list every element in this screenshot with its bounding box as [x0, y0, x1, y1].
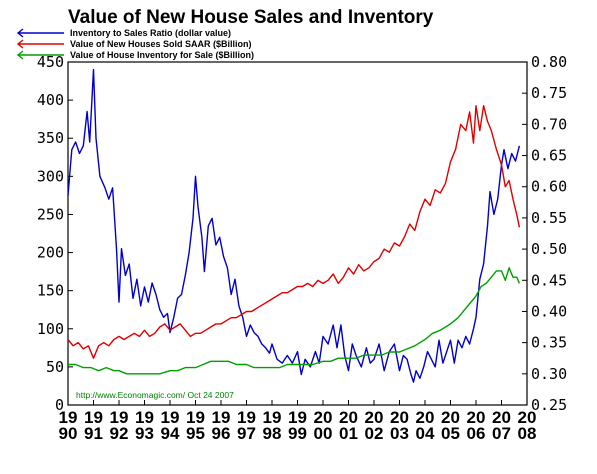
x-tick-label-bottom: 91	[84, 424, 103, 443]
x-tick-label-top: 19	[212, 408, 231, 427]
legend-arrow-head	[16, 39, 24, 49]
chart-title: Value of New House Sales and Inventory	[68, 7, 434, 28]
x-tick-label-bottom: 94	[161, 424, 180, 443]
x-tick-label-top: 20	[365, 408, 384, 427]
source-note: http://www.Economagic.com/ Oct 24 2007	[76, 390, 234, 400]
right-tick-label: 0.40	[531, 302, 567, 320]
x-tick-label-bottom: 08	[518, 424, 537, 443]
x-tick-label-top: 20	[467, 408, 486, 427]
left-tick-label: 250	[37, 205, 64, 223]
series-lines	[67, 68, 521, 383]
x-tick-label-bottom: 00	[314, 424, 333, 443]
left-tick-label: 450	[37, 53, 64, 71]
x-tick-label-top: 19	[59, 408, 78, 427]
left-tick-label: 200	[37, 244, 64, 262]
right-tick-label: 0.75	[531, 84, 567, 102]
left-tick-label: 100	[37, 320, 64, 338]
right-axis: 0.25 0.30 0.35 0.40 0.45 0.50 0.55 0.60 0.65 0.70…	[522, 53, 567, 414]
series-line-2	[68, 267, 521, 375]
x-tick-label-bottom: 05	[441, 424, 460, 443]
x-tick-label-top: 20	[390, 408, 409, 427]
x-tick-label-top: 20	[518, 408, 537, 427]
right-tick-label: 0.45	[531, 271, 567, 289]
x-tick-label-bottom: 03	[390, 424, 409, 443]
right-tick-label: 0.25	[531, 396, 567, 414]
right-tick-label: 0.60	[531, 178, 567, 196]
left-axis: 0 50 100 150 200 250 300 350 400 450	[37, 53, 73, 414]
x-tick-label-top: 19	[135, 408, 154, 427]
left-tick-label: 150	[37, 282, 64, 300]
x-tick-label-top: 19	[237, 408, 256, 427]
left-tick-label: 0	[55, 396, 64, 414]
x-tick-label-bottom: 04	[416, 424, 435, 443]
x-tick-label-bottom: 06	[467, 424, 486, 443]
x-tick-label-top: 20	[441, 408, 460, 427]
x-tick-label-top: 19	[263, 408, 282, 427]
x-tick-label-bottom: 93	[135, 424, 154, 443]
legend: Inventory to Sales Ratio (dollar value)V…	[16, 28, 254, 60]
x-axis: 1990199119921993199419951996199719981999…	[59, 400, 537, 443]
x-tick-label-top: 20	[314, 408, 333, 427]
series-line-0	[67, 68, 521, 383]
right-tick-label: 0.80	[531, 53, 567, 71]
x-tick-label-top: 19	[161, 408, 180, 427]
x-tick-label-bottom: 98	[263, 424, 282, 443]
x-tick-label-bottom: 07	[492, 424, 511, 443]
right-tick-label: 0.50	[531, 240, 567, 258]
left-tick-label: 50	[46, 358, 64, 376]
series-line-1	[67, 104, 521, 359]
x-tick-label-top: 20	[416, 408, 435, 427]
x-tick-label-top: 19	[186, 408, 205, 427]
x-tick-label-top: 19	[288, 408, 307, 427]
legend-arrow-head	[16, 28, 24, 38]
right-tick-label: 0.35	[531, 334, 567, 352]
legend-label: Inventory to Sales Ratio (dollar value)	[70, 28, 231, 38]
legend-arrow-head	[16, 50, 24, 60]
x-tick-label-top: 20	[339, 408, 358, 427]
right-tick-label: 0.70	[531, 115, 567, 133]
x-tick-label-bottom: 99	[288, 424, 307, 443]
x-tick-label-bottom: 96	[212, 424, 231, 443]
x-tick-label-top: 19	[110, 408, 129, 427]
left-tick-label: 350	[37, 129, 64, 147]
left-tick-label: 300	[37, 167, 64, 185]
legend-label: Value of House Inventory for Sale ($Bill…	[70, 50, 254, 60]
x-tick-label-bottom: 92	[110, 424, 129, 443]
legend-label: Value of New Houses Sold SAAR ($Billion)	[70, 39, 252, 49]
right-tick-label: 0.55	[531, 209, 567, 227]
right-tick-label: 0.30	[531, 365, 567, 383]
x-tick-label-bottom: 02	[365, 424, 384, 443]
x-tick-label-bottom: 97	[237, 424, 256, 443]
x-tick-label-bottom: 90	[59, 424, 78, 443]
x-tick-label-bottom: 95	[186, 424, 205, 443]
x-tick-label-bottom: 01	[339, 424, 358, 443]
right-tick-label: 0.65	[531, 147, 567, 165]
x-tick-label-top: 20	[492, 408, 511, 427]
x-tick-label-top: 19	[84, 408, 103, 427]
left-tick-label: 400	[37, 91, 64, 109]
